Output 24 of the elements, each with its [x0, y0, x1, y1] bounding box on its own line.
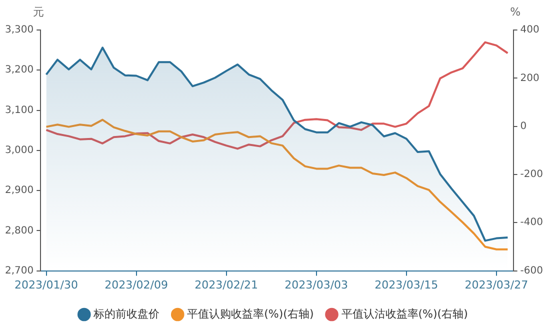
x-tick-label: 2023/02/09: [104, 278, 168, 292]
y-tick-label: 3,300: [4, 24, 34, 36]
y-tick-label: 3,200: [4, 64, 34, 76]
y2-tick-label: -400: [520, 217, 544, 228]
x-tick-label: 2023/03/15: [374, 278, 438, 292]
y2-tick-label: 400: [520, 24, 540, 36]
y-tick-label: 3,000: [4, 144, 34, 156]
y-tick-label: 2,900: [4, 185, 34, 196]
y2-tick-label: -200: [520, 169, 544, 180]
y-tick-label: 2,700: [4, 265, 34, 276]
y2-tick-label: 200: [520, 72, 540, 84]
y2-axis-title: %: [510, 5, 521, 18]
x-tick-label: 2023/01/30: [14, 278, 78, 292]
y2-tick-label: -600: [520, 265, 544, 276]
x-tick-label: 2023/03/27: [464, 278, 528, 292]
x-tick-label: 2023/03/03: [284, 278, 348, 292]
y-axis-title: 元: [33, 5, 44, 18]
legend-label: 标的前收盘价: [92, 307, 160, 320]
legend-label: 平值认购收益率(%)(右轴): [187, 307, 314, 320]
y-tick-label: 2,800: [4, 225, 34, 236]
x-tick-label: 2023/02/21: [194, 278, 258, 292]
legend-label: 平值认沽收益率(%)(右轴): [341, 307, 468, 320]
y-tick-label: 3,100: [4, 104, 34, 116]
y2-tick-label: 0: [520, 120, 527, 132]
